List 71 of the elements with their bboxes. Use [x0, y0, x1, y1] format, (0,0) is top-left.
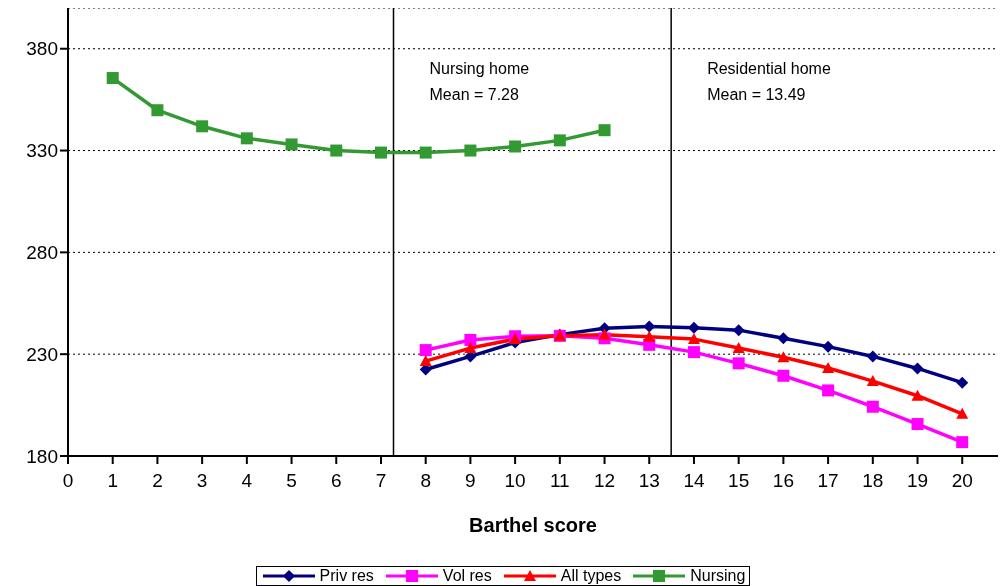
x-tick-label: 7 — [375, 470, 387, 492]
point — [732, 357, 745, 370]
point — [509, 140, 522, 153]
x-axis-title: Barthel score — [469, 514, 597, 537]
x-tick-label: 4 — [241, 470, 253, 492]
point — [240, 132, 253, 145]
x-tick-label: 2 — [152, 470, 163, 492]
point — [374, 146, 387, 159]
y-tick-label: 180 — [26, 445, 58, 467]
y-tick-label: 280 — [26, 242, 58, 264]
point — [598, 328, 611, 340]
point — [822, 362, 835, 374]
point — [911, 389, 924, 401]
x-tick-label: 16 — [772, 470, 794, 492]
point — [464, 144, 477, 157]
point — [777, 351, 790, 363]
x-tick-label: 9 — [465, 470, 476, 492]
point — [956, 376, 969, 389]
point — [553, 134, 566, 147]
point — [866, 350, 879, 363]
x-tick-label: 1 — [107, 470, 118, 492]
point — [956, 436, 969, 449]
point — [687, 333, 700, 345]
legend-label: Nursing — [690, 567, 746, 585]
point — [419, 344, 432, 357]
x-tick-label: 12 — [593, 470, 616, 492]
ref-line-label: Residential home Mean = 13.49 — [707, 60, 831, 103]
point — [687, 346, 700, 359]
point — [151, 104, 164, 117]
x-tick-label: 5 — [286, 470, 297, 492]
point — [911, 362, 924, 375]
point — [643, 330, 656, 342]
x-tick-label: 20 — [951, 470, 973, 492]
point — [732, 324, 745, 337]
point — [330, 144, 343, 157]
x-tick-label: 6 — [330, 470, 342, 492]
point — [777, 332, 790, 345]
y-tick-label: 230 — [26, 343, 58, 365]
x-tick-label: 13 — [638, 470, 660, 492]
point — [196, 120, 209, 133]
legend-label: Vol res — [442, 567, 492, 585]
point — [598, 124, 611, 137]
point — [822, 384, 835, 397]
point — [866, 400, 879, 413]
legend-label: Priv res — [319, 567, 374, 585]
x-tick-label: 8 — [420, 470, 431, 492]
x-tick-label: 19 — [906, 470, 929, 492]
x-tick-label: 11 — [549, 470, 570, 492]
x-tick-label: 15 — [728, 470, 750, 492]
point — [464, 333, 477, 346]
point — [285, 138, 298, 151]
x-tick-label: 14 — [683, 470, 705, 492]
point — [419, 355, 432, 367]
y-tick-label: 330 — [26, 140, 58, 162]
point — [106, 72, 119, 85]
point — [777, 369, 790, 382]
x-tick-label: 0 — [62, 470, 74, 492]
point — [732, 342, 745, 354]
y-tick-label: 380 — [26, 38, 58, 60]
x-tick-label: 3 — [196, 470, 208, 492]
point — [419, 146, 432, 159]
point — [866, 375, 879, 387]
legend-label: All types — [560, 567, 622, 585]
point — [911, 418, 924, 431]
x-tick-label: 18 — [862, 470, 884, 492]
x-tick-label: 17 — [817, 470, 839, 492]
point — [956, 407, 969, 419]
point — [822, 340, 835, 353]
ref-line-label: Nursing home Mean = 7.28 — [429, 60, 530, 103]
x-tick-label: 10 — [504, 470, 526, 492]
point — [464, 342, 477, 354]
